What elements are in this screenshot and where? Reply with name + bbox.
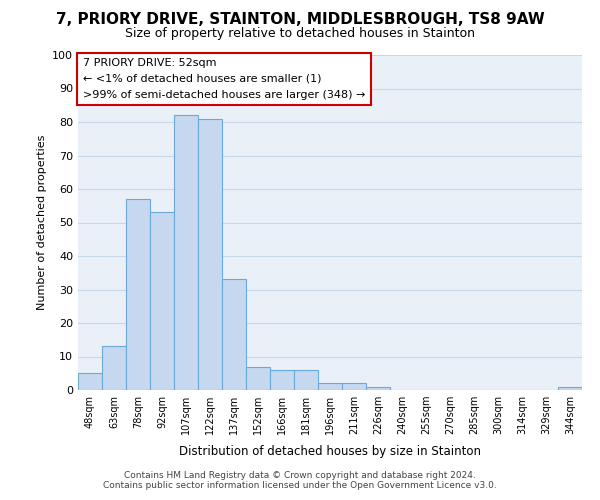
Text: 7, PRIORY DRIVE, STAINTON, MIDDLESBROUGH, TS8 9AW: 7, PRIORY DRIVE, STAINTON, MIDDLESBROUGH… bbox=[56, 12, 544, 28]
Bar bbox=[222, 280, 246, 390]
Bar bbox=[294, 370, 318, 390]
Bar bbox=[558, 386, 582, 390]
Bar bbox=[342, 384, 366, 390]
Bar bbox=[270, 370, 294, 390]
Bar bbox=[318, 384, 342, 390]
Bar bbox=[126, 199, 150, 390]
Y-axis label: Number of detached properties: Number of detached properties bbox=[37, 135, 47, 310]
Bar bbox=[150, 212, 174, 390]
Bar bbox=[102, 346, 126, 390]
Text: 7 PRIORY DRIVE: 52sqm
← <1% of detached houses are smaller (1)
>99% of semi-deta: 7 PRIORY DRIVE: 52sqm ← <1% of detached … bbox=[83, 58, 365, 100]
X-axis label: Distribution of detached houses by size in Stainton: Distribution of detached houses by size … bbox=[179, 446, 481, 458]
Bar bbox=[246, 366, 270, 390]
Bar bbox=[78, 373, 102, 390]
Text: Contains HM Land Registry data © Crown copyright and database right 2024.
Contai: Contains HM Land Registry data © Crown c… bbox=[103, 470, 497, 490]
Text: Size of property relative to detached houses in Stainton: Size of property relative to detached ho… bbox=[125, 28, 475, 40]
Bar bbox=[366, 386, 390, 390]
Bar bbox=[174, 116, 198, 390]
Bar bbox=[198, 118, 222, 390]
